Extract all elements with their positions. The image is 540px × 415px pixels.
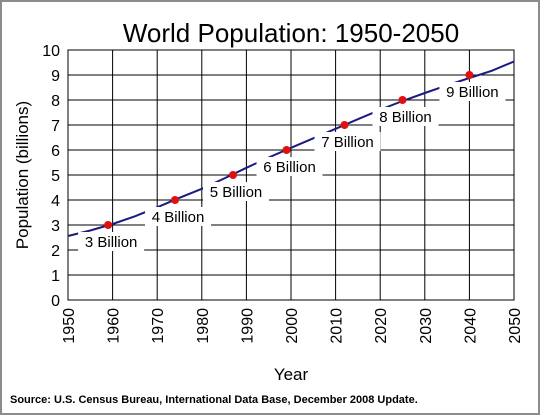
milestone-marker-4 (340, 121, 349, 129)
milestone-label-bg-5 (372, 107, 439, 126)
milestone-label-bg-4 (314, 132, 381, 151)
x-tick-label-2030: 2030 (418, 308, 435, 344)
milestone-label-3: 6 Billion (263, 159, 316, 176)
x-tick-label-2050: 2050 (507, 308, 524, 344)
x-tick-label-1950: 1950 (61, 308, 78, 344)
x-tick-label-1990: 1990 (239, 308, 256, 344)
x-tick-label-2000: 2000 (284, 308, 301, 344)
y-axis-label: Population (billions) (13, 101, 32, 249)
y-tick-label-0: 0 (51, 293, 60, 310)
y-tick-label-10: 10 (42, 43, 60, 60)
y-tick-label-6: 6 (51, 143, 60, 160)
x-tick-label-1970: 1970 (150, 308, 167, 344)
chart-area: World Population: 1950-2050 0 1 2 3 4 5 6 7 8 9 10 1… (13, 18, 524, 384)
x-tick-label-1980: 1980 (195, 308, 212, 344)
x-tick-label-2040: 2040 (462, 308, 479, 344)
x-tick-label-2020: 2020 (373, 308, 390, 344)
y-tick-label-9: 9 (51, 68, 60, 85)
source-note: Source: U.S. Census Bureau, Internationa… (10, 394, 418, 406)
y-tick-label-8: 8 (51, 93, 60, 110)
milestone-label-4: 7 Billion (321, 134, 374, 151)
y-tick-label-5: 5 (51, 168, 60, 185)
y-tick-label-2: 2 (51, 243, 60, 260)
milestone-marker-0 (104, 221, 113, 229)
milestone-label-bg-0 (78, 232, 145, 251)
x-tick-label-2010: 2010 (329, 308, 346, 344)
milestone-label-5: 8 Billion (379, 109, 432, 126)
x-axis-label: Year (274, 365, 309, 384)
y-tick-label-4: 4 (51, 193, 60, 210)
y-tick-label-7: 7 (51, 118, 60, 135)
milestone-label-1: 4 Billion (152, 209, 205, 226)
milestone-label-bg-3 (256, 157, 323, 176)
x-tick-label-1960: 1960 (106, 308, 123, 344)
y-tick-label-3: 3 (51, 218, 60, 235)
milestone-label-bg-1 (145, 207, 212, 226)
plot-border (67, 49, 515, 301)
milestone-marker-1 (171, 196, 180, 204)
milestone-label-0: 3 Billion (85, 234, 138, 251)
chart-title: World Population: 1950-2050 (123, 18, 459, 48)
milestone-label-6: 9 Billion (446, 84, 499, 101)
milestone-marker-3 (282, 146, 291, 154)
milestone-label-bg-6 (439, 82, 506, 101)
milestone-marker-6 (465, 71, 474, 79)
milestone-marker-2 (229, 171, 238, 179)
milestone-label-2: 5 Billion (210, 184, 263, 201)
milestone-label-bg-2 (203, 182, 270, 201)
milestone-marker-5 (398, 96, 407, 104)
y-tick-label-1: 1 (51, 268, 60, 285)
